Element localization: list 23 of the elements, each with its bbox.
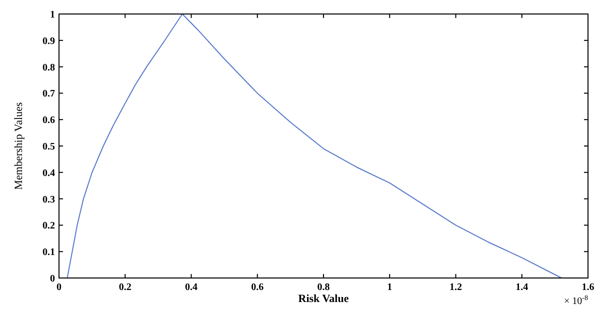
text: × 10$^{-8}$	[564, 294, 588, 307]
y-tick-label: 0.6	[42, 115, 55, 126]
y-tick-label: 0.5	[42, 142, 55, 152]
x-tick-label: 1	[387, 282, 392, 293]
x-tick-label: 0.8	[317, 282, 330, 293]
x-axis-title: Risk Value	[298, 293, 349, 305]
x-tick-label: 0.2	[118, 282, 132, 293]
y-axis-title: Membership Values	[13, 102, 25, 190]
y-tick-label: 0	[50, 274, 55, 284]
x-tick-label: 1.6	[582, 282, 594, 293]
x-tick-label: 0.6	[251, 282, 264, 293]
y-tick-label: 1	[50, 10, 55, 20]
y-tick-label: 0.3	[42, 194, 55, 206]
y-tick-label: 0.4	[42, 168, 55, 179]
y-tick-label: 0.7	[42, 88, 55, 100]
y-tick-label: 0.9	[42, 36, 55, 47]
x-tick-label: 1.4	[516, 282, 528, 293]
x-tick-label: 0.4	[185, 282, 198, 293]
x-tick-label: 1.2	[450, 282, 462, 293]
y-tick-label: 0.1	[42, 247, 55, 258]
line-series	[66, 14, 562, 278]
y-tick-label: 0.2	[42, 220, 55, 232]
y-tick-label: 0.8	[42, 62, 55, 74]
